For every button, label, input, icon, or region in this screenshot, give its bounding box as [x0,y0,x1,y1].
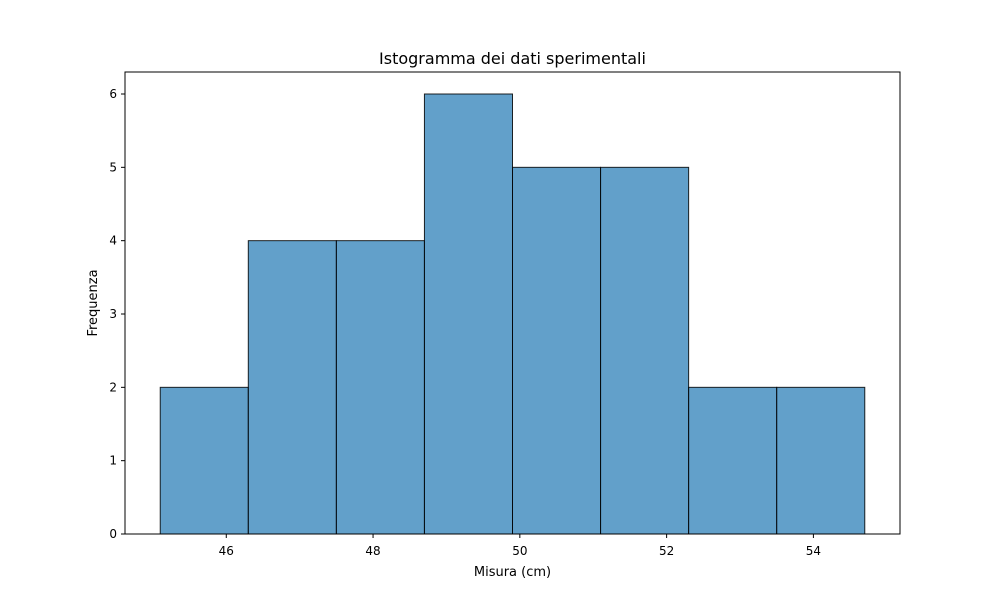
histogram-bar [512,166,602,535]
histogram-bar [688,386,778,535]
x-axis-ticks: 46 48 50 52 54 [219,534,821,558]
y-tick-label: 6 [109,87,117,101]
x-tick-label: 52 [659,544,674,558]
histogram-bar [159,386,249,535]
y-tick-label: 4 [109,234,117,248]
y-axis-ticks: 0 1 2 3 4 5 6 [109,87,125,541]
plot-frame [124,71,901,535]
x-axis-label: Misura (cm) [474,565,551,580]
bars-layer [159,93,866,535]
y-tick-label: 3 [109,307,117,321]
histogram-bar [600,166,690,535]
x-tick-label: 50 [512,544,527,558]
y-tick-label: 0 [109,527,117,541]
chart-title: Istogramma dei dati sperimentali [379,49,646,68]
y-axis-label: Frequenza [86,269,101,336]
y-tick-label: 2 [109,380,117,394]
y-tick-label: 5 [109,160,117,174]
x-tick-label: 46 [219,544,234,558]
y-tick-label: 1 [109,454,117,468]
histogram-bar [423,93,514,535]
histogram-bar [776,386,866,535]
histogram-bar [335,240,425,535]
x-tick-label: 48 [365,544,380,558]
histogram-bar [247,240,337,535]
x-tick-label: 54 [806,544,821,558]
